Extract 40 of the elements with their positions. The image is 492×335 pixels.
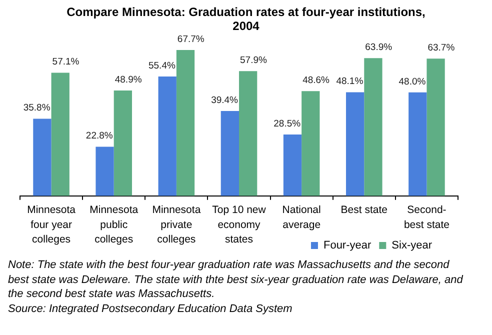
data-label: 22.8%	[86, 130, 114, 142]
bar	[114, 90, 132, 196]
bar	[346, 92, 364, 196]
bar	[51, 72, 70, 196]
data-label: 48.6%	[302, 75, 330, 86]
data-label: 67.7%	[177, 34, 205, 45]
data-label: 35.8%	[23, 102, 51, 114]
x-tick-label: Minnesota four year colleges	[27, 204, 76, 246]
data-label: 39.4%	[211, 94, 239, 106]
source-note: Source: Integrated Postsecondary Education Data System	[8, 302, 294, 317]
bar	[176, 50, 195, 196]
bar	[302, 91, 320, 196]
bar	[158, 76, 176, 196]
data-label: 55.4%	[148, 60, 176, 72]
data-label: 48.9%	[114, 74, 142, 86]
bar	[408, 92, 427, 196]
chart-title: Compare Minnesota: Graduation rates at four-year institutions, 2004	[66, 5, 426, 33]
data-label: 57.9%	[240, 54, 268, 66]
data-label: 48.0%	[398, 76, 426, 88]
bar	[33, 118, 52, 196]
bar	[220, 110, 239, 196]
x-tick-label: Top 10 new economy states	[212, 204, 266, 246]
text: Note: The state with the best four-year graduation rate was Massachusetts and the second best state was Deleware. The state with thte best six-year graduation rate was Delaware, and the second best state was Massachusetts.	[8, 258, 464, 302]
bar	[96, 146, 114, 196]
x-tick-label: Best state	[340, 204, 388, 216]
data-label: 28.5%	[274, 118, 302, 130]
data-label: 63.7%	[428, 42, 456, 54]
bar	[364, 58, 382, 196]
bar	[283, 134, 302, 196]
x-tick-label: Minnesota public colleges	[90, 204, 138, 246]
legend-label: Four-year	[323, 240, 372, 252]
bar	[239, 71, 258, 196]
x-tick-label: Minnesota private colleges	[152, 204, 201, 246]
legend-label: Six-year	[392, 240, 432, 252]
data-label: 57.1%	[52, 56, 80, 68]
x-tick-label: National average	[282, 204, 321, 231]
data-label: 48.1%	[336, 76, 364, 88]
data-label: 63.9%	[365, 42, 393, 54]
x-tick-label: Second-best state	[404, 204, 450, 231]
bar	[426, 58, 445, 196]
